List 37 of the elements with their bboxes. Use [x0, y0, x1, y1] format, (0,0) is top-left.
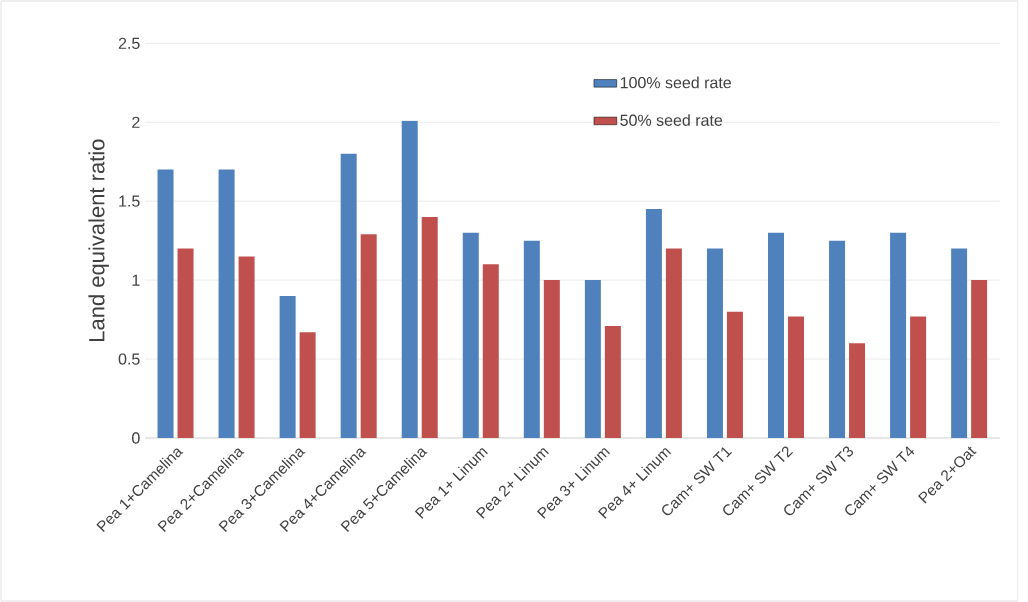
legend-label: 100% seed rate — [620, 76, 731, 89]
bar — [523, 240, 540, 438]
y-tick-label: 0 — [132, 432, 140, 444]
bar — [768, 232, 784, 438]
y-tick-label: 0.5 — [118, 353, 140, 365]
bar — [340, 153, 357, 438]
bar — [482, 264, 499, 438]
y-tick-label: 2.5 — [118, 37, 140, 49]
bar — [645, 209, 662, 438]
bar — [360, 234, 377, 438]
bar — [157, 169, 174, 438]
bar — [788, 316, 804, 438]
bar — [584, 280, 601, 438]
bar — [238, 256, 255, 438]
bar — [726, 311, 743, 438]
y-tick-label: 1 — [132, 274, 140, 286]
bar — [401, 120, 418, 438]
bar — [951, 248, 968, 438]
bar — [177, 248, 194, 438]
bar — [890, 232, 907, 438]
bar — [910, 316, 927, 438]
legend-label: 50% seed rate — [620, 114, 723, 126]
bar — [421, 216, 438, 438]
bar — [218, 169, 235, 438]
bar — [706, 248, 723, 438]
bar — [299, 332, 316, 438]
bar — [543, 280, 560, 438]
y-axis-title: Land equivalent ratio — [88, 139, 109, 341]
bar — [462, 232, 479, 438]
bar — [604, 325, 621, 438]
bar — [665, 248, 682, 438]
bar — [279, 295, 296, 438]
bar — [849, 343, 866, 438]
y-tick-label: 1.5 — [119, 195, 140, 207]
bar — [829, 240, 846, 438]
bar — [971, 280, 988, 438]
y-tick-label: 2 — [132, 116, 140, 128]
